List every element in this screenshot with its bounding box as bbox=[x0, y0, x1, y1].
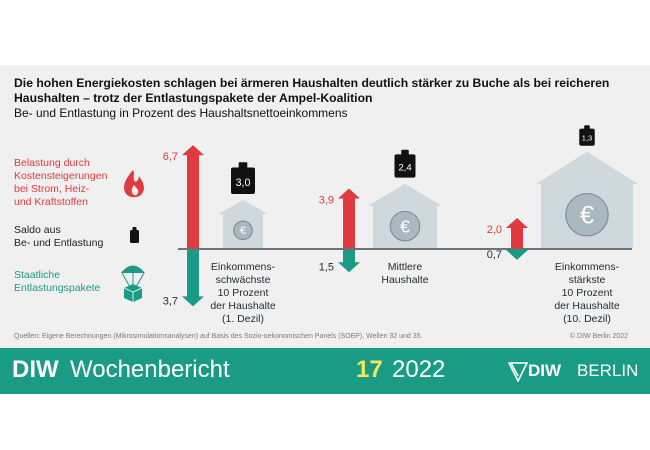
category-label: 10 Prozent bbox=[218, 287, 269, 299]
footer-logo-berlin: BERLIN bbox=[577, 361, 639, 380]
category-label: schwächste bbox=[216, 274, 271, 286]
footer-bar: DIW Wochenbericht 17 2022 DIW BERLIN bbox=[0, 348, 650, 394]
diw-logo-icon bbox=[508, 362, 528, 382]
balance-weight-icon bbox=[579, 128, 595, 146]
category-label: Mittlere bbox=[388, 261, 423, 273]
legend-relief-line: Staatliche bbox=[14, 269, 61, 281]
legend-burden-line: Kostensteigerungen bbox=[14, 170, 108, 182]
footer-issue: 17 bbox=[356, 356, 383, 383]
category-label: (1. Dezil) bbox=[222, 313, 264, 325]
legend-balance: Saldo aus Be- und Entlastung bbox=[14, 224, 103, 250]
balance-value-label: 2,4 bbox=[398, 163, 412, 174]
relief-arrow bbox=[338, 249, 360, 273]
legend-balance-line: Be- und Entlastung bbox=[14, 237, 104, 249]
copyright: © DIW Berlin 2022 bbox=[569, 333, 628, 340]
source-note: Quellen: Eigene Berechnungen (Mikrosimul… bbox=[14, 333, 423, 340]
weight-handle-icon bbox=[238, 162, 248, 169]
euro-coin-icon bbox=[233, 220, 253, 241]
euro-coin-icon bbox=[389, 210, 421, 242]
flame-icon bbox=[123, 170, 144, 198]
balance-weight-icon bbox=[231, 167, 255, 194]
burden-value-label: 6,7 bbox=[163, 151, 178, 163]
weight-handle-icon bbox=[584, 125, 590, 130]
legend-balance-line: Saldo aus bbox=[14, 224, 61, 236]
euro-sign: € bbox=[240, 225, 246, 237]
balance-value-label: 1,3 bbox=[582, 134, 592, 143]
chart-title-line1: Die hohen Energiekosten schlagen bei ärm… bbox=[14, 76, 610, 90]
legend-burden: Belastung durch Kostensteigerungen bei S… bbox=[14, 157, 107, 209]
weight-handle-icon bbox=[401, 149, 409, 156]
relief-value-label: 3,7 bbox=[163, 295, 178, 307]
chart-title-line2: Haushalten – trotz der Entlastungspakete… bbox=[14, 91, 373, 105]
category-label: der Haushalte bbox=[210, 300, 276, 312]
legend-relief: Staatliche Entlastungspakete bbox=[14, 269, 100, 295]
footer-brand: DIW bbox=[12, 356, 59, 383]
burden-arrow bbox=[506, 218, 528, 249]
burden-arrow bbox=[338, 188, 360, 249]
category-label: Einkommens- bbox=[555, 261, 620, 273]
chart-subtitle: Be- und Entlastung in Prozent des Hausha… bbox=[14, 106, 348, 120]
footer-publication: Wochenbericht bbox=[70, 356, 230, 383]
relief-arrow bbox=[506, 249, 528, 260]
category-label: Haushalte bbox=[381, 274, 428, 286]
burden-value-label: 2,0 bbox=[487, 224, 502, 236]
legend-burden-line: bei Strom, Heiz- bbox=[14, 183, 90, 195]
category-label: 10 Prozent bbox=[562, 287, 613, 299]
euro-sign: € bbox=[580, 202, 594, 230]
relief-arrow bbox=[182, 249, 204, 307]
legend-burden-line: und Kraftstoffen bbox=[14, 196, 88, 208]
burden-arrow bbox=[182, 145, 204, 249]
legend-burden-line: Belastung durch bbox=[14, 157, 90, 169]
euro-coin-icon bbox=[565, 192, 609, 237]
category-label: der Haushalte bbox=[554, 300, 620, 312]
relief-value-label: 0,7 bbox=[487, 249, 502, 261]
category-label: (10. Dezil) bbox=[563, 313, 611, 325]
balance-value-label: 3,0 bbox=[236, 177, 251, 189]
parachute-package-icon bbox=[121, 265, 145, 302]
balance-weight-icon bbox=[394, 154, 416, 178]
category-label: Einkommens- bbox=[211, 261, 276, 273]
footer-logo-diw: DIW bbox=[528, 361, 562, 380]
legend-relief-line: Entlastungspakete bbox=[14, 282, 101, 294]
relief-value-label: 1,5 bbox=[319, 261, 334, 273]
footer-year: 2022 bbox=[392, 356, 446, 383]
euro-sign: € bbox=[400, 216, 410, 236]
weight-icon bbox=[130, 227, 139, 243]
burden-value-label: 3,9 bbox=[319, 195, 334, 207]
category-label: stärkste bbox=[569, 274, 606, 286]
